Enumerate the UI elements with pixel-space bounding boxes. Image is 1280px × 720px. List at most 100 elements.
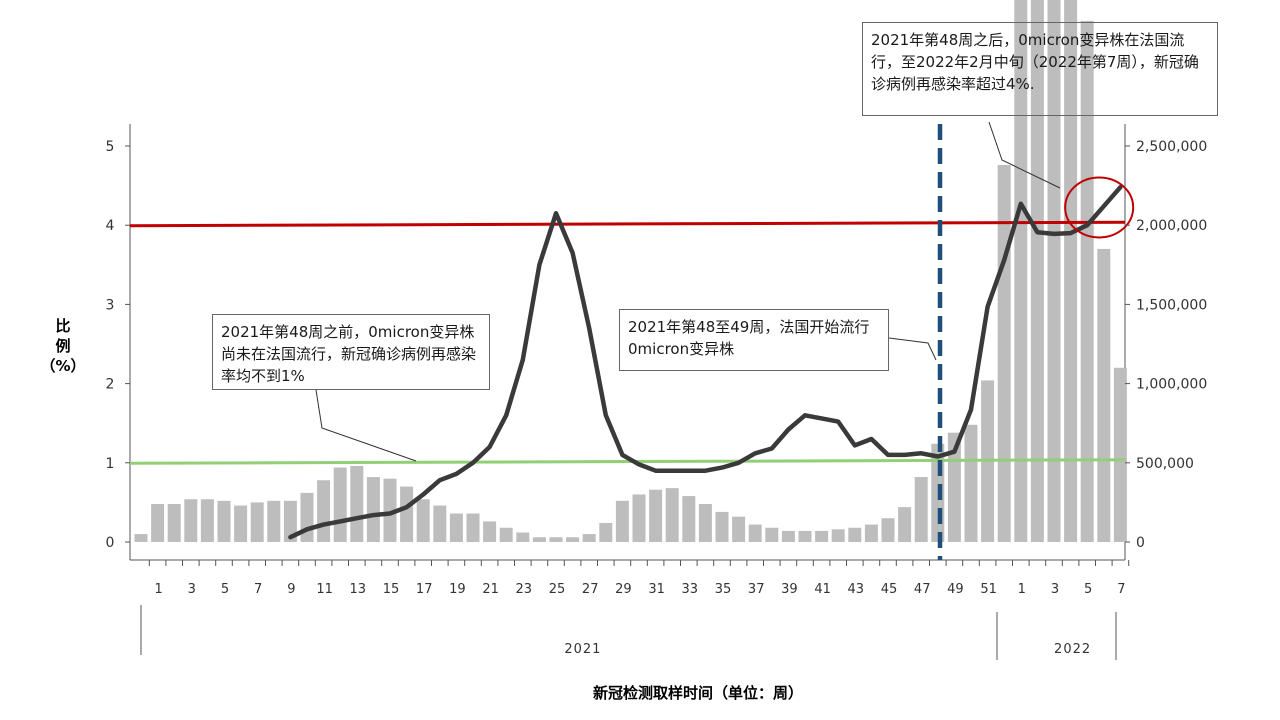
x-tick-label: 5 [1084, 582, 1092, 597]
count-bar [649, 489, 663, 542]
y-axis-title-1: 比 [55, 317, 70, 335]
connector-mid [888, 337, 937, 361]
right-tick-label: 1,500,000 [1136, 297, 1207, 313]
reference-line-4 [129, 220, 1126, 228]
count-bar [400, 486, 414, 542]
count-bar [1113, 367, 1127, 542]
count-bar [250, 502, 264, 542]
count-bar [466, 513, 480, 542]
x-tick-label: 9 [287, 582, 295, 597]
x-tick-label: 21 [482, 582, 499, 597]
count-bar [781, 530, 795, 542]
count-bar [383, 478, 397, 542]
count-bar [151, 503, 165, 542]
right-tick-label: 2,500,000 [1136, 139, 1207, 155]
x-tick-label: 49 [947, 582, 964, 597]
right-tick-label: 500,000 [1136, 456, 1194, 472]
x-tick-label: 23 [516, 582, 533, 597]
x-tick-label: 31 [648, 582, 665, 597]
x-tick-label: 41 [814, 582, 831, 597]
x-tick-label: 5 [221, 582, 229, 597]
count-bar [483, 521, 497, 542]
highlight-circle [1064, 176, 1135, 239]
right-tick-label: 2,000,000 [1136, 218, 1207, 234]
x-tick-label: 51 [980, 582, 997, 597]
count-bar [134, 534, 148, 542]
count-bar [997, 165, 1011, 542]
y-axis-title-3: （%） [40, 357, 85, 375]
count-bar [1080, 20, 1094, 542]
count-bar [283, 500, 297, 542]
x-tick-label: 43 [848, 582, 865, 597]
count-bar [964, 424, 978, 542]
count-bar [665, 488, 679, 542]
y-axis-title-2: 例 [55, 337, 70, 355]
count-bar [234, 505, 248, 542]
annotation-omicron-start: 2021年第48至49周，法国开始流行0micron变异株 [619, 309, 889, 371]
count-bar [765, 527, 779, 542]
count-bar [366, 477, 380, 542]
x-tick-label: 33 [682, 582, 699, 597]
x-tick-label: 27 [582, 582, 599, 597]
right-tick-label: 1,000,000 [1136, 377, 1207, 393]
count-bar [881, 518, 895, 542]
count-bar [732, 516, 746, 542]
reinfection-rate-line [288, 184, 1123, 540]
x-tick-label: 39 [781, 582, 798, 597]
count-bar [599, 522, 613, 542]
year-label: 2022 [1054, 642, 1091, 657]
left-tick-label: 5 [106, 139, 115, 155]
count-bar [615, 500, 629, 542]
x-tick-label: 17 [416, 582, 433, 597]
x-tick-label: 45 [881, 582, 898, 597]
count-bar [898, 507, 912, 542]
count-bar [499, 527, 513, 542]
reinfection-rate-path [288, 184, 1123, 540]
count-bar [184, 499, 198, 542]
x-tick-label: 1 [1018, 582, 1026, 597]
x-tick-label: 15 [383, 582, 400, 597]
count-bar [566, 537, 580, 542]
count-bar [748, 524, 762, 542]
count-bar [682, 496, 696, 542]
count-bar [217, 500, 231, 542]
count-bar [532, 537, 546, 542]
count-bar [1030, 0, 1044, 542]
count-bar [864, 524, 878, 542]
x-tick-label: 13 [350, 582, 367, 597]
count-bar [1064, 0, 1078, 543]
x-tick-label: 29 [615, 582, 632, 597]
connector-before [315, 389, 417, 462]
x-tick-label: 3 [1051, 582, 1059, 597]
x-tick-label: 35 [715, 582, 732, 597]
left-tick-label: 0 [106, 535, 115, 551]
highlight-ellipse [1064, 176, 1135, 239]
count-bar [715, 511, 729, 542]
count-bar [167, 503, 181, 542]
count-bar [1047, 0, 1061, 542]
count-bar [632, 494, 646, 542]
count-bar [200, 499, 214, 542]
x-tick-label: 25 [549, 582, 566, 597]
count-bar [317, 480, 331, 542]
count-bar [1014, 0, 1028, 542]
x-axis-title: 新冠检测取样时间（单位：周） [593, 684, 803, 702]
x-tick-label: 19 [449, 582, 466, 597]
count-bar [516, 532, 530, 542]
count-bar [267, 500, 281, 542]
count-bar [798, 530, 812, 542]
count-bar [815, 530, 829, 542]
count-bar [831, 529, 845, 542]
count-bar [433, 505, 447, 542]
count-bar [914, 477, 928, 542]
annotation-after-omicron: 2021年第48周之后，0micron变异株在法国流行，至2022年2月中旬（2… [862, 22, 1218, 116]
axis-ticks: 0 1 23 45 0 500,000 1,000,000 1,500,000 2,000,00… [106, 139, 1207, 660]
x-tick-label: 1 [154, 582, 162, 597]
count-bar [350, 465, 364, 542]
axis-titles: 比例 （%） 新冠检测取样时间（单位：周） [40, 317, 803, 702]
count-bar [416, 499, 430, 542]
left-tick-label: 1 [106, 456, 115, 472]
right-tick-label: 0 [1136, 535, 1145, 551]
count-bar [449, 513, 463, 542]
